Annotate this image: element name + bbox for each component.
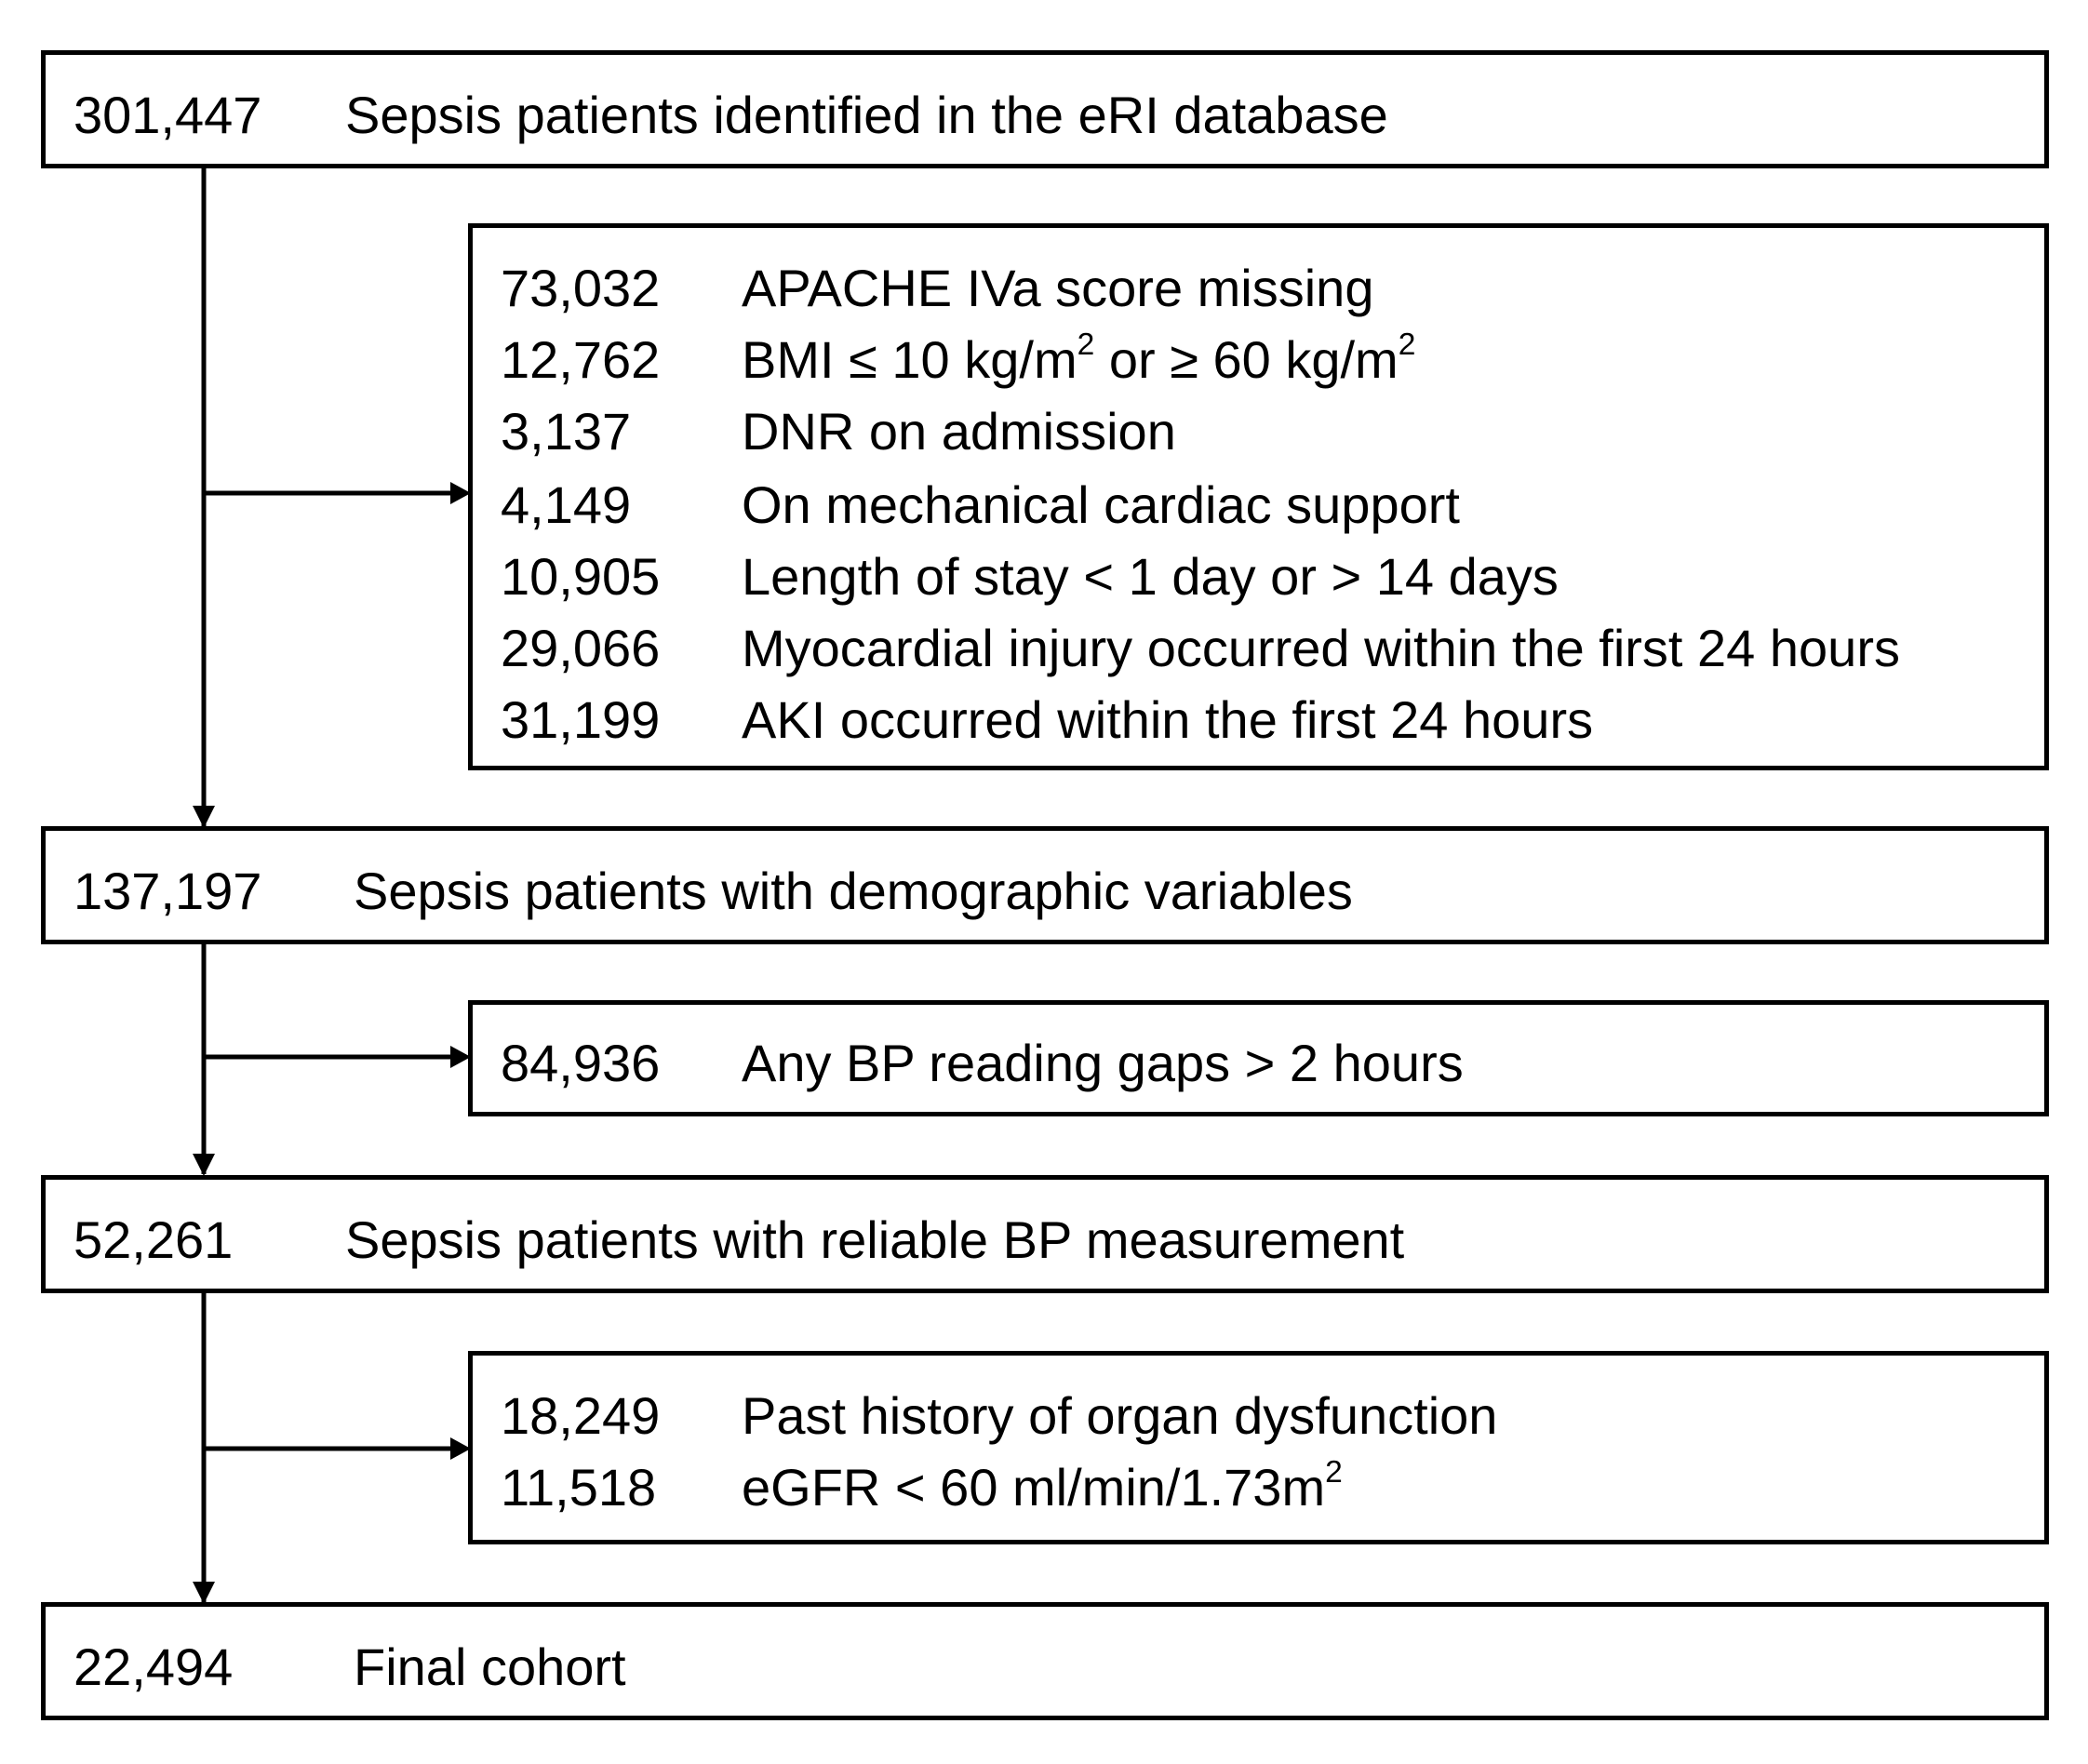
arrow-right-2 xyxy=(450,1046,471,1068)
exclusion-label: Myocardial injury occurred within the fi… xyxy=(742,619,1900,677)
exclusion-box-3: 18,249 Past history of organ dysfunction… xyxy=(468,1351,2049,1544)
step-count: 301,447 xyxy=(74,86,262,144)
step-count: 22,494 xyxy=(74,1637,234,1696)
exclusion-count: 12,762 xyxy=(501,330,661,389)
step-box-reliable-bp: 52,261 Sepsis patients with reliable BP … xyxy=(41,1175,2049,1293)
step-box-demographic: 137,197 Sepsis patients with demographic… xyxy=(41,826,2049,944)
step-label: Sepsis patients with reliable BP measure… xyxy=(345,1210,1405,1269)
exclusion-count: 11,518 xyxy=(501,1458,657,1517)
step-box-final-cohort: 22,494 Final cohort xyxy=(41,1602,2049,1720)
exclusion-box-2: 84,936 Any BP reading gaps > 2 hours xyxy=(468,1000,2049,1116)
step-label: Sepsis patients with demographic variabl… xyxy=(354,862,1353,920)
step-label: Sepsis patients identified in the eRI da… xyxy=(345,86,1388,144)
step-label: Final cohort xyxy=(354,1637,626,1696)
step-count: 137,197 xyxy=(74,862,262,920)
arrow-right-3 xyxy=(450,1437,471,1460)
exclusion-count: 4,149 xyxy=(501,475,632,534)
arrow-down-1 xyxy=(193,806,215,828)
exclusion-label: eGFR < 60 ml/min/1.73m2 xyxy=(742,1454,1343,1517)
arrow-down-2 xyxy=(193,1154,215,1176)
exclusion-label: BMI ≤ 10 kg/m2 or ≥ 60 kg/m2 xyxy=(742,327,1416,389)
exclusion-label: DNR on admission xyxy=(742,402,1176,461)
exclusion-box-1: 73,032 APACHE IVa score missing 12,762 B… xyxy=(468,223,2049,770)
exclusion-count: 10,905 xyxy=(501,547,661,606)
arrow-right-1 xyxy=(450,482,471,504)
arrow-down-3 xyxy=(193,1582,215,1604)
step-box-identified: 301,447 Sepsis patients identified in th… xyxy=(41,50,2049,168)
exclusion-count: 29,066 xyxy=(501,619,661,677)
exclusion-label: Length of stay < 1 day or > 14 days xyxy=(742,547,1559,606)
exclusion-count: 18,249 xyxy=(501,1386,661,1445)
exclusion-count: 84,936 xyxy=(501,1034,661,1092)
exclusion-count: 3,137 xyxy=(501,402,632,461)
exclusion-label: On mechanical cardiac support xyxy=(742,475,1460,534)
step-count: 52,261 xyxy=(74,1210,234,1269)
exclusion-label: Past history of organ dysfunction xyxy=(742,1386,1498,1445)
exclusion-label: APACHE IVa score missing xyxy=(742,259,1374,317)
exclusion-count: 31,199 xyxy=(501,690,661,749)
exclusion-count: 73,032 xyxy=(501,259,661,317)
exclusion-label: AKI occurred within the first 24 hours xyxy=(742,690,1594,749)
exclusion-label: Any BP reading gaps > 2 hours xyxy=(742,1034,1464,1092)
